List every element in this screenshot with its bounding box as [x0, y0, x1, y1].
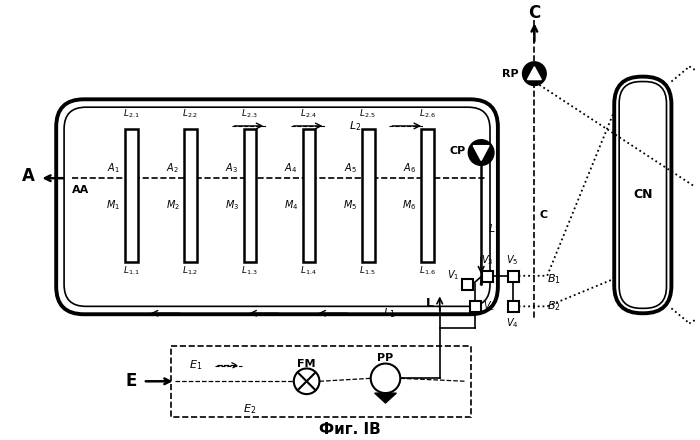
Text: $L_1$: $L_1$ [488, 223, 500, 236]
Polygon shape [528, 67, 541, 80]
Text: $V_2$: $V_2$ [483, 300, 496, 313]
Bar [421, 129, 434, 262]
Text: AA: AA [72, 185, 89, 195]
Text: $M_5$: $M_5$ [343, 198, 357, 212]
Text: L: L [426, 297, 434, 310]
FancyBboxPatch shape [614, 77, 671, 313]
Text: C: C [539, 210, 547, 220]
Bar [508, 271, 519, 282]
Text: CN: CN [633, 188, 652, 202]
Text: $V_1$: $V_1$ [447, 268, 459, 282]
Text: $L_{2.5}$: $L_{2.5}$ [360, 108, 376, 121]
Text: $A_6$: $A_6$ [402, 161, 416, 175]
Text: $L_1$: $L_1$ [383, 306, 395, 320]
Text: $E_1$: $E_1$ [188, 359, 202, 372]
Polygon shape [374, 393, 396, 403]
Circle shape [522, 62, 546, 85]
Text: $\mathbf{E}$: $\mathbf{E}$ [125, 372, 137, 390]
Text: $L_{2.6}$: $L_{2.6}$ [419, 108, 435, 121]
Text: $L_2$: $L_2$ [349, 119, 361, 133]
Text: $B_2$: $B_2$ [547, 300, 561, 313]
Text: FM: FM [298, 359, 316, 369]
Text: $B_1$: $B_1$ [547, 272, 561, 286]
Text: $A_3$: $A_3$ [225, 161, 238, 175]
Bar [302, 129, 316, 262]
Text: $V_4$: $V_4$ [506, 316, 519, 330]
Circle shape [371, 363, 400, 393]
Circle shape [468, 140, 494, 165]
Text: $M_3$: $M_3$ [225, 198, 239, 212]
Text: $A_5$: $A_5$ [344, 161, 356, 175]
Text: $A_4$: $A_4$ [284, 161, 298, 175]
Text: $A_1$: $A_1$ [107, 161, 120, 175]
Text: RP: RP [502, 69, 519, 79]
Text: $L_{2.3}$: $L_{2.3}$ [241, 108, 258, 121]
Text: Фиг. IB: Фиг. IB [319, 422, 381, 437]
Bar [470, 301, 481, 312]
Polygon shape [473, 146, 489, 161]
Text: $L_{1.3}$: $L_{1.3}$ [241, 264, 258, 277]
Text: $E_2$: $E_2$ [243, 402, 256, 416]
Text: $L_{1.2}$: $L_{1.2}$ [182, 264, 198, 277]
Text: CP: CP [449, 146, 466, 156]
Text: $L_{1.6}$: $L_{1.6}$ [419, 264, 435, 277]
FancyBboxPatch shape [56, 99, 498, 314]
Circle shape [294, 368, 319, 394]
Text: $L_{1.1}$: $L_{1.1}$ [123, 264, 139, 277]
Bar [125, 129, 138, 262]
Bar [482, 271, 493, 282]
Bar [362, 129, 375, 262]
Bar [171, 346, 471, 417]
FancyBboxPatch shape [64, 107, 490, 306]
FancyBboxPatch shape [620, 81, 666, 308]
Text: $\mathbf{A}$: $\mathbf{A}$ [21, 167, 36, 185]
Bar [463, 279, 473, 290]
Text: $M_6$: $M_6$ [402, 198, 416, 212]
Bar [184, 129, 197, 262]
Bar [508, 301, 519, 312]
Text: $M_2$: $M_2$ [166, 198, 179, 212]
Text: $L_{1.5}$: $L_{1.5}$ [360, 264, 376, 277]
Text: $L_{2.2}$: $L_{2.2}$ [182, 108, 198, 121]
Text: $V_5$: $V_5$ [507, 253, 519, 267]
Text: $L_{1.4}$: $L_{1.4}$ [300, 264, 317, 277]
Text: $L_{2.4}$: $L_{2.4}$ [300, 108, 317, 121]
Text: $M_4$: $M_4$ [284, 198, 298, 212]
Text: $\mathbf{C}$: $\mathbf{C}$ [528, 4, 541, 22]
Bar [244, 129, 256, 262]
Text: $L_{2.1}$: $L_{2.1}$ [123, 108, 139, 121]
Text: PP: PP [377, 352, 393, 363]
Text: $V_3$: $V_3$ [481, 253, 493, 267]
Text: $M_1$: $M_1$ [106, 198, 120, 212]
Text: $A_2$: $A_2$ [166, 161, 179, 175]
